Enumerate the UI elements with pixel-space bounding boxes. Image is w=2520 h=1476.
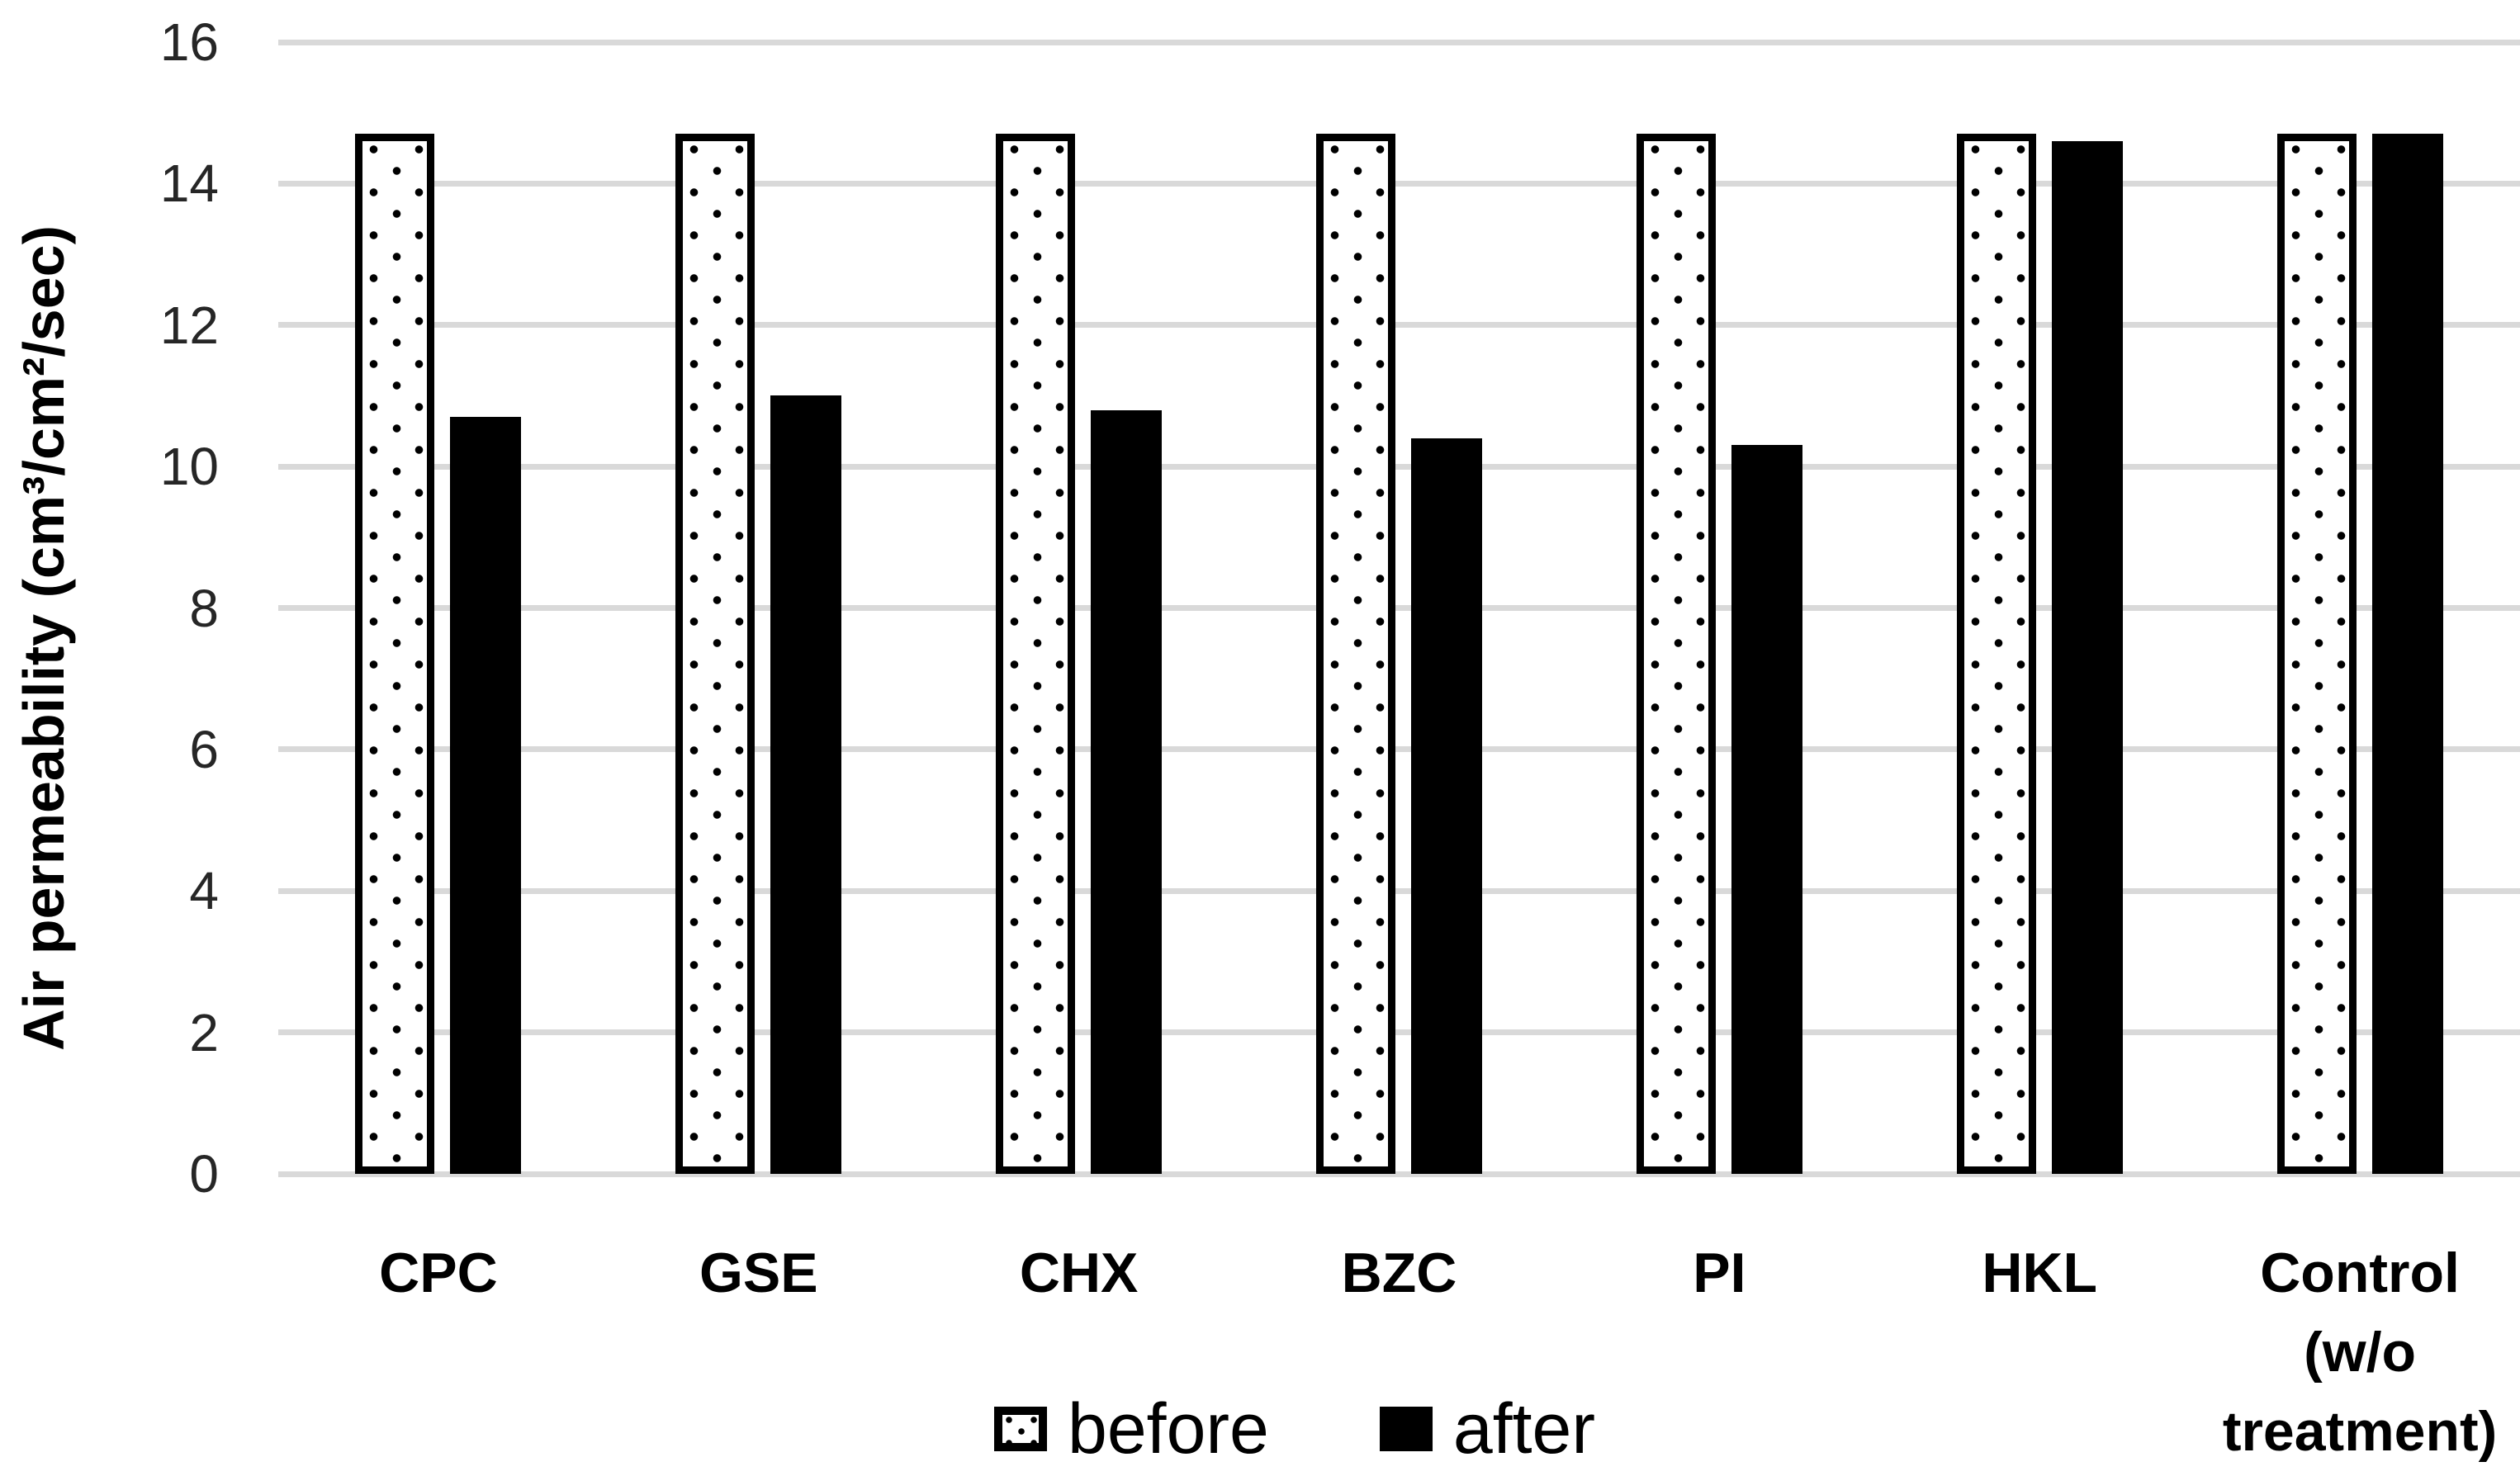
- category-label-BZC: BZC: [1210, 1233, 1589, 1313]
- bar-after-BZC: [1411, 438, 1482, 1174]
- bar-before-BZC: [1316, 134, 1395, 1174]
- category-label-line: HKL: [1982, 1242, 2098, 1304]
- bar-before-PI: [1636, 134, 1716, 1174]
- category-label-HKL: HKL: [1850, 1233, 2229, 1313]
- gridline-y-4: [278, 887, 2520, 894]
- legend-label-after: after: [1452, 1389, 1595, 1469]
- bar-after-CHX: [1091, 409, 1163, 1174]
- legend-item-after: after: [1379, 1389, 1595, 1469]
- y-tick-label-12: 12: [159, 295, 219, 355]
- bar-after-HKL: [2051, 140, 2123, 1174]
- bar-before-GSE: [675, 134, 756, 1174]
- bar-before-Control (w/o treatment): [2276, 134, 2357, 1174]
- bar-after-PI: [1731, 445, 1802, 1174]
- legend-label-before: before: [1068, 1389, 1269, 1469]
- bar-after-Control (w/o treatment): [2371, 134, 2443, 1174]
- legend-after-swatch-icon: [1379, 1407, 1433, 1451]
- y-tick-label-0: 0: [189, 1144, 219, 1204]
- y-tick-label-6: 6: [189, 719, 219, 779]
- gridline-y-14: [278, 180, 2520, 187]
- bar-before-HKL: [1956, 134, 2036, 1174]
- category-label-line: CPC: [379, 1242, 498, 1304]
- y-tick-label-10: 10: [159, 437, 219, 497]
- y-tick-label-14: 14: [159, 154, 219, 214]
- category-label-line: Control: [2260, 1242, 2460, 1304]
- legend-before-swatch-icon: [994, 1407, 1048, 1451]
- gridline-y-16: [278, 39, 2520, 45]
- bar-after-GSE: [770, 395, 842, 1174]
- category-label-GSE: GSE: [569, 1233, 949, 1313]
- bar-before-CHX: [996, 134, 1076, 1174]
- category-label-line: CHX: [1019, 1242, 1139, 1304]
- y-tick-label-8: 8: [189, 578, 219, 638]
- category-label-CPC: CPC: [249, 1233, 628, 1313]
- y-tick-label-4: 4: [189, 861, 219, 921]
- gridline-y-12: [278, 322, 2520, 329]
- gridline-y-6: [278, 746, 2520, 753]
- category-label-CHX: CHX: [889, 1233, 1269, 1313]
- plot-area: [278, 39, 2520, 1177]
- bar-after-CPC: [450, 417, 522, 1174]
- legend-item-before: before: [994, 1393, 1269, 1464]
- gridline-y-2: [278, 1029, 2520, 1036]
- category-label-line: BZC: [1341, 1242, 1457, 1304]
- category-label-PI: PI: [1529, 1233, 1909, 1313]
- category-label-line: GSE: [699, 1242, 818, 1304]
- gridline-y-10: [278, 463, 2520, 470]
- category-label-line: treatment): [2222, 1400, 2498, 1463]
- category-label-line: (w/o: [2304, 1321, 2417, 1384]
- category-label-Control (w/o treatment): Control (w/o treatment): [2170, 1233, 2520, 1471]
- y-tick-label-16: 16: [159, 12, 219, 72]
- category-label-line: PI: [1693, 1242, 1746, 1304]
- gridline-y-0: [278, 1171, 2520, 1177]
- y-tick-label-2: 2: [189, 1002, 219, 1062]
- gridline-y-8: [278, 605, 2520, 611]
- bar-before-CPC: [355, 134, 435, 1174]
- legend: before after: [994, 1393, 1595, 1464]
